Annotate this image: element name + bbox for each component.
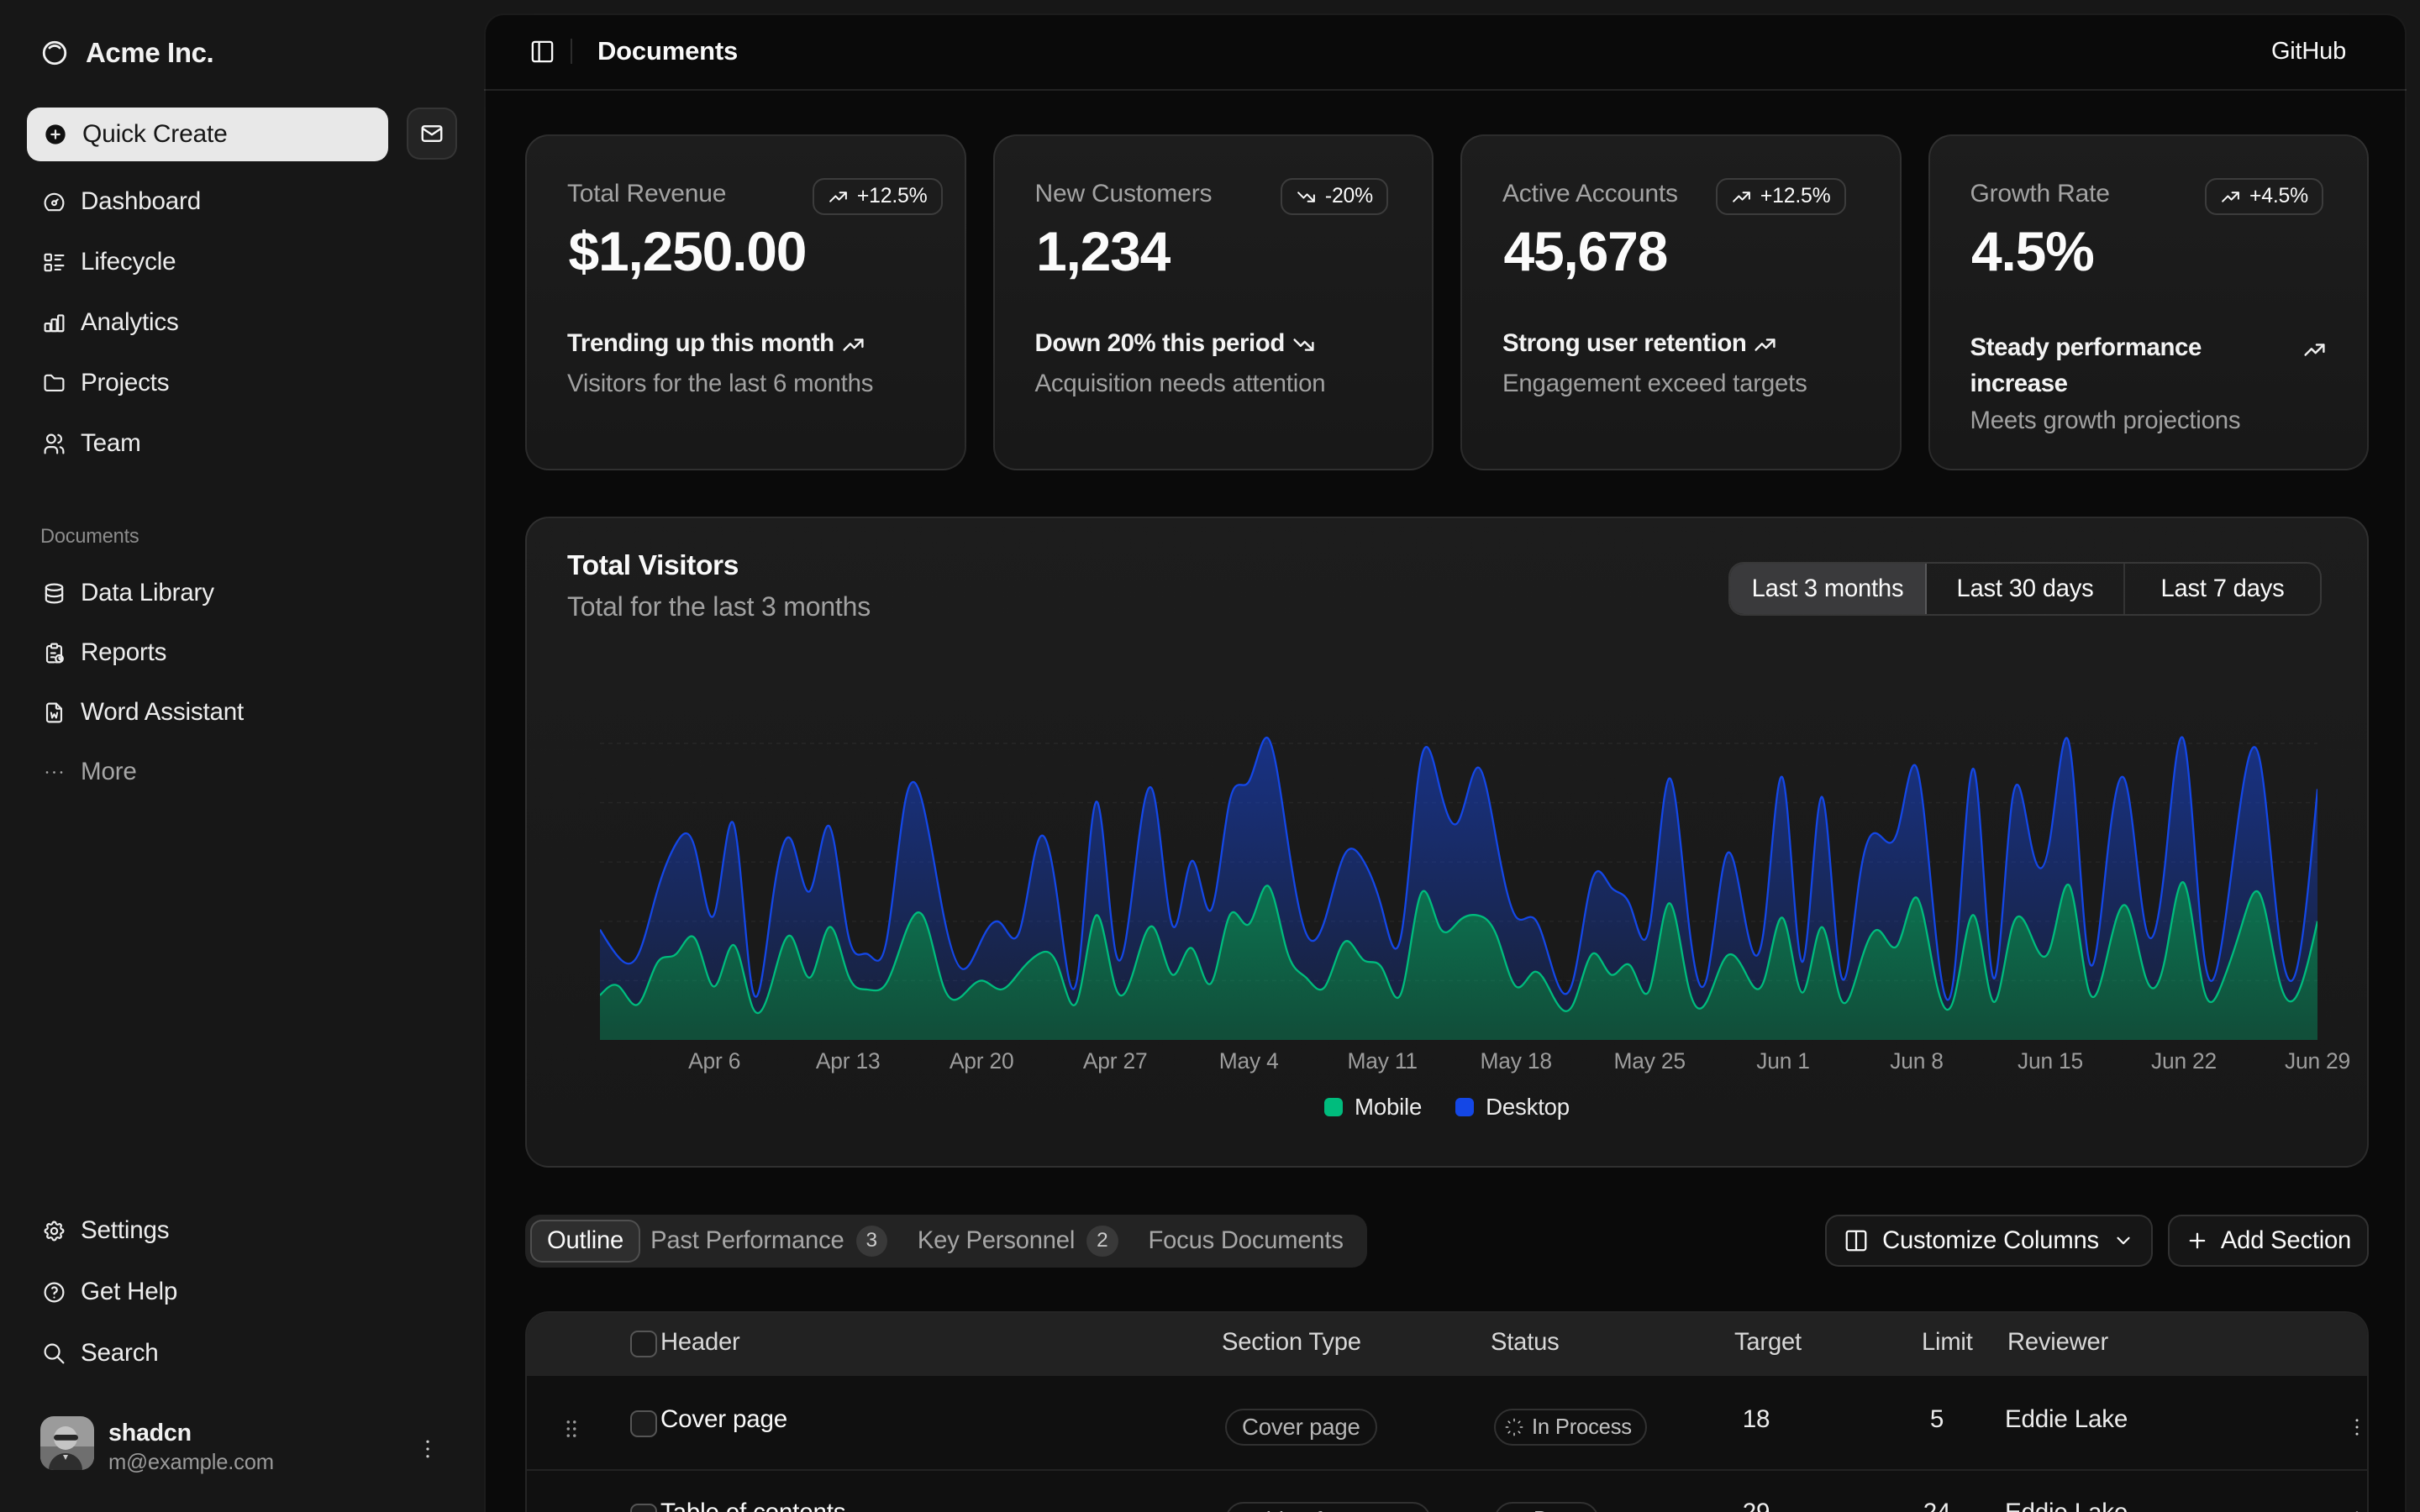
svg-text:May 18: May 18 — [1481, 1048, 1552, 1074]
svg-text:May 25: May 25 — [1614, 1048, 1686, 1074]
svg-text:Jun 15: Jun 15 — [2018, 1048, 2083, 1074]
svg-text:Apr 13: Apr 13 — [816, 1048, 881, 1074]
svg-text:Jun 29: Jun 29 — [2285, 1048, 2350, 1074]
svg-text:May 11: May 11 — [1348, 1048, 1418, 1074]
svg-text:Jun 8: Jun 8 — [1890, 1048, 1944, 1074]
svg-text:Jun 22: Jun 22 — [2151, 1048, 2217, 1074]
svg-text:Apr 6: Apr 6 — [688, 1048, 740, 1074]
svg-text:May 4: May 4 — [1219, 1048, 1279, 1074]
svg-text:Apr 20: Apr 20 — [950, 1048, 1014, 1074]
svg-text:Apr 27: Apr 27 — [1083, 1048, 1148, 1074]
svg-text:Jun 1: Jun 1 — [1756, 1048, 1810, 1074]
